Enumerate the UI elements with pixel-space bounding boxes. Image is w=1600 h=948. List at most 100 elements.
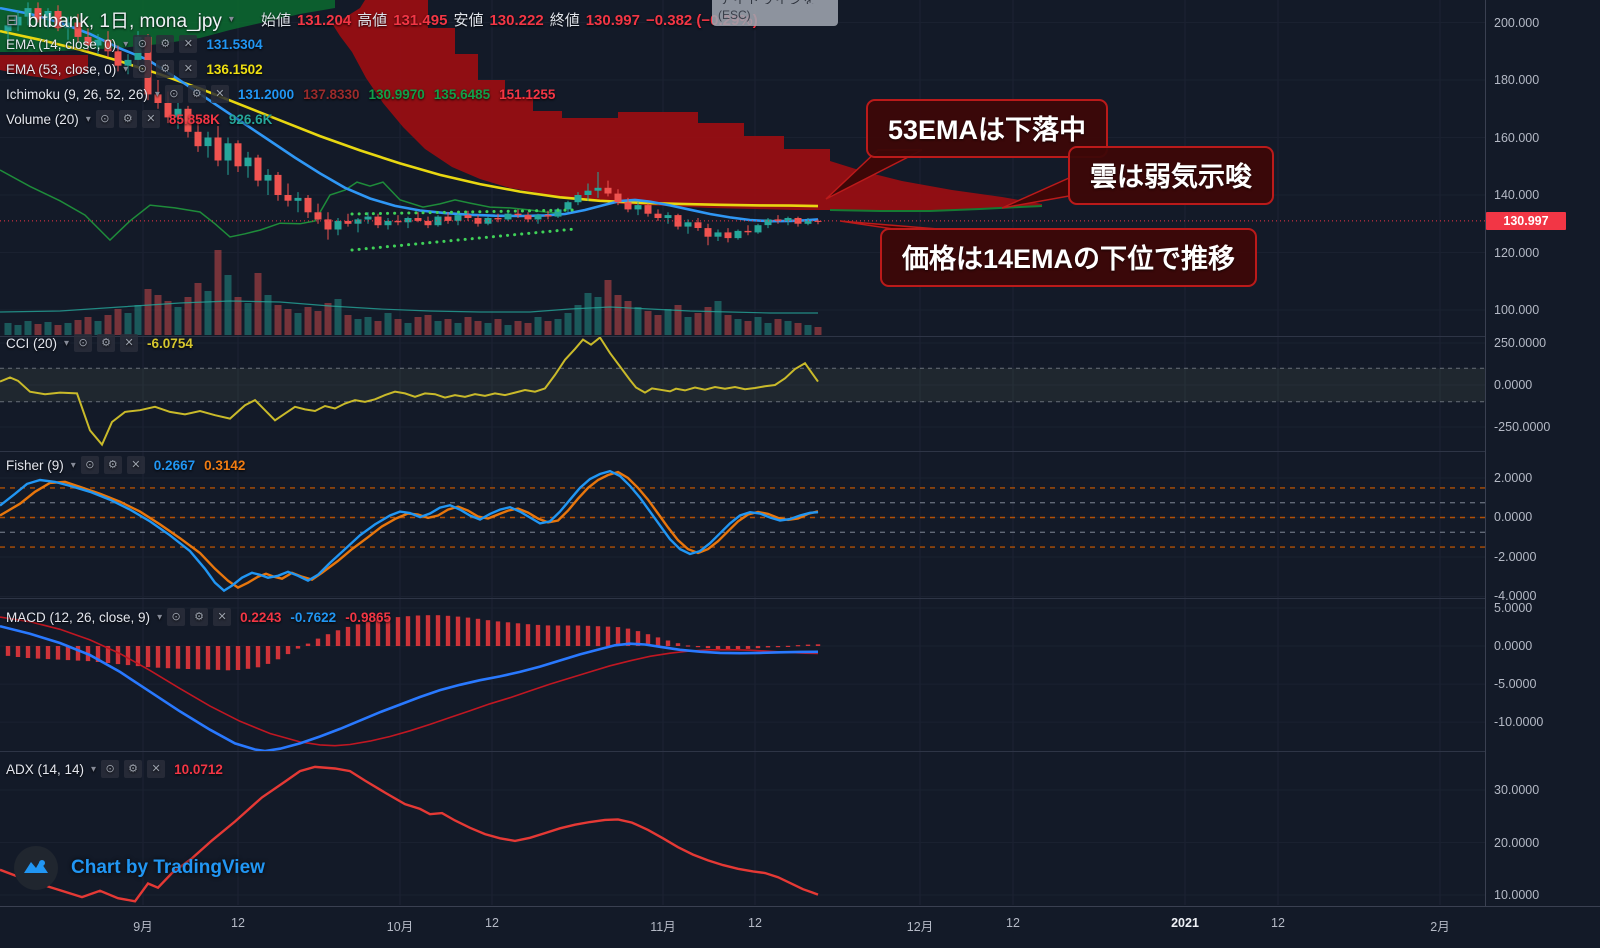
- fisher-panel[interactable]: [0, 469, 1485, 593]
- chevron-down-icon[interactable]: ▾: [70, 459, 76, 471]
- cci-line: [0, 337, 819, 447]
- axis-tick-label: -10.0000: [1494, 715, 1544, 730]
- gear-icon[interactable]: ⚙: [103, 456, 122, 474]
- close-icon[interactable]: ✕: [141, 110, 160, 128]
- macd-signal-value: -0.9865: [345, 609, 391, 625]
- chevron-down-icon[interactable]: ▾: [64, 337, 70, 349]
- gear-icon[interactable]: ⚙: [156, 35, 175, 53]
- time-axis[interactable]: 9月 12 10月 12 11月 12 12月 12 2021 12 2月: [0, 906, 1600, 948]
- tradingview-logo-icon[interactable]: [14, 846, 58, 890]
- volume-label[interactable]: Volume (20): [6, 111, 79, 127]
- macd-histogram: [5, 615, 821, 671]
- gear-icon[interactable]: ⚙: [124, 760, 143, 778]
- senkou-a-line: [829, 205, 1043, 212]
- close-icon[interactable]: ✕: [126, 456, 145, 474]
- close-icon[interactable]: ✕: [210, 85, 229, 103]
- low-label: 安値: [453, 12, 484, 29]
- time-axis-label: 12: [231, 916, 245, 930]
- cci-panel[interactable]: [0, 337, 1485, 447]
- gear-icon[interactable]: ⚙: [118, 110, 137, 128]
- chevron-down-icon[interactable]: ▾: [85, 113, 91, 125]
- gear-icon[interactable]: ⚙: [97, 334, 116, 352]
- axis-tick-label: 0.0000: [1494, 639, 1533, 653]
- fisher-label[interactable]: Fisher (9): [6, 457, 64, 473]
- legend-volume: Volume (20) ▾ ⊙ ⚙ ✕ 85.858K 926.6K: [6, 110, 272, 128]
- axis-tick-label: 140.000: [1494, 188, 1540, 202]
- time-axis-label: 12月: [906, 920, 934, 934]
- macd-line: [0, 624, 819, 751]
- chevron-down-icon[interactable]: ▾: [154, 88, 160, 100]
- annotation-53ema[interactable]: 53EMAは下落中: [866, 99, 1109, 158]
- axis-tick-label: 5.0000: [1494, 600, 1533, 615]
- eye-icon[interactable]: ⊙: [164, 85, 183, 103]
- chevron-down-icon[interactable]: ▾: [228, 14, 234, 25]
- axis-tick-label: -250.0000: [1494, 419, 1551, 434]
- gear-icon[interactable]: ⚙: [156, 60, 175, 78]
- gear-icon[interactable]: ⚙: [190, 608, 209, 626]
- axis-tick-label: 250.0000: [1494, 335, 1547, 350]
- close-icon[interactable]: ✕: [213, 608, 232, 626]
- gear-icon[interactable]: ⚙: [187, 85, 206, 103]
- close-icon[interactable]: ✕: [179, 60, 198, 78]
- close-icon[interactable]: ✕: [120, 334, 139, 352]
- trendline-upper[interactable]: [350, 208, 577, 216]
- volume-ma-value: 926.6K: [228, 111, 273, 127]
- axis-tick-label: 0.0000: [1494, 510, 1533, 525]
- macd-label[interactable]: MACD (12, 26, close, 9): [6, 609, 151, 625]
- adx-label[interactable]: ADX (14, 14): [6, 761, 85, 777]
- annotation-kumo[interactable]: 雲は弱気示唆: [1068, 146, 1274, 205]
- eye-icon[interactable]: ⊙: [133, 60, 152, 78]
- ichimoku-label[interactable]: Ichimoku (9, 26, 52, 26): [6, 86, 148, 102]
- attribution: Chart by TradingView: [14, 846, 265, 890]
- macd-signal-line: [0, 616, 819, 747]
- axis-tick-label: -4.0000: [1494, 589, 1537, 604]
- annotation-price-below-ema[interactable]: 価格は14EMAの下位で推移: [880, 228, 1258, 287]
- ichimoku-cloud-green: [0, 0, 335, 52]
- ichimoku-cloud-red-left: [0, 55, 88, 80]
- axis-tick-label: 160.000: [1494, 130, 1540, 145]
- close-icon[interactable]: ✕: [147, 760, 166, 778]
- eye-icon[interactable]: ⊙: [101, 760, 120, 778]
- axis-tick-label: 0.0000: [1494, 377, 1533, 392]
- adx-panel[interactable]: [0, 765, 819, 903]
- tooltip-clipped-text: アイドラインを戻す: [720, 0, 828, 4]
- chevron-down-icon[interactable]: ▾: [123, 38, 129, 50]
- symbol-title[interactable]: bitbank, 1日, mona_jpy: [27, 11, 222, 32]
- chevron-down-icon[interactable]: ▾: [157, 611, 163, 623]
- ema53-label[interactable]: EMA (53, close, 0): [6, 61, 117, 77]
- axis-tick-label: 200.000: [1494, 15, 1540, 30]
- eye-icon[interactable]: ⊙: [133, 35, 152, 53]
- legend-ema53: EMA (53, close, 0) ▾ ⊙ ⚙ ✕ 136.1502: [6, 60, 263, 78]
- ema14-label[interactable]: EMA (14, close, 0): [6, 36, 117, 52]
- close-label: 終値: [549, 12, 580, 29]
- eye-icon[interactable]: ⊙: [95, 110, 114, 128]
- close-icon[interactable]: ✕: [179, 35, 198, 53]
- price-axis[interactable]: 130.997 200.000 180.000 160.000 140.000 120.…: [1485, 0, 1600, 906]
- time-axis-label: 10月: [386, 920, 414, 934]
- ema14-value: 131.5304: [206, 36, 263, 52]
- attribution-text[interactable]: Chart by TradingView: [71, 857, 265, 878]
- legend-ichimoku: Ichimoku (9, 26, 52, 26) ▾ ⊙ ⚙ ✕ 131.200…: [6, 85, 555, 103]
- cci-value: -6.0754: [147, 335, 193, 351]
- legend-ema14: EMA (14, close, 0) ▾ ⊙ ⚙ ✕ 131.5304: [6, 35, 263, 53]
- cci-label[interactable]: CCI (20): [6, 335, 58, 351]
- chevron-down-icon[interactable]: ▾: [91, 763, 97, 775]
- macd-line-value: -0.7622: [290, 609, 337, 625]
- eye-icon[interactable]: ⊙: [74, 334, 93, 352]
- chevron-down-icon[interactable]: ▾: [123, 63, 129, 75]
- eye-icon[interactable]: ⊙: [167, 608, 186, 626]
- volume-series: [4, 250, 822, 335]
- macd-panel[interactable]: [0, 615, 821, 751]
- axis-tick-label: 30.0000: [1494, 783, 1540, 797]
- open-value: 131.204: [296, 12, 352, 29]
- volume-value: 85.858K: [168, 111, 220, 127]
- trendline-lower[interactable]: [350, 227, 577, 252]
- legend-macd: MACD (12, 26, close, 9) ▾ ⊙ ⚙ ✕ 0.2243 -…: [6, 608, 391, 626]
- layout-icon[interactable]: ⊟: [6, 11, 19, 29]
- close-value: 130.997: [585, 12, 640, 29]
- last-price-label: 130.997: [1486, 211, 1566, 230]
- eye-icon[interactable]: ⊙: [80, 456, 99, 474]
- ichimoku-value-4: 135.6485: [433, 86, 491, 102]
